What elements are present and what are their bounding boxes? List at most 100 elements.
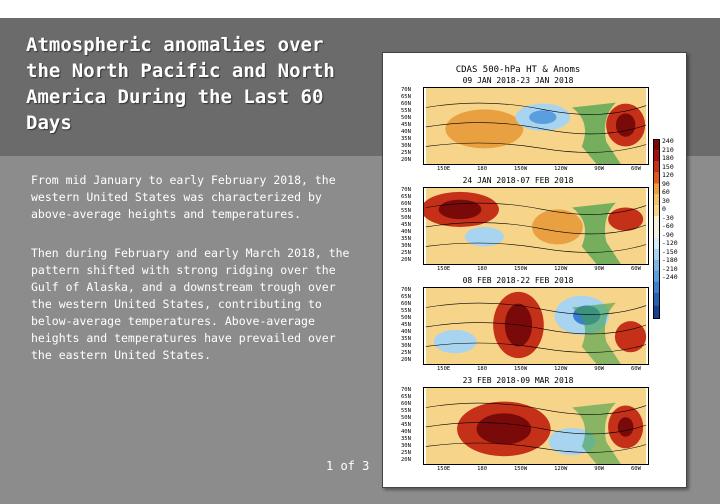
lat-label: 50N <box>401 315 411 321</box>
figure-title: CDAS 500-hPa HT & Anoms <box>455 65 581 75</box>
lon-label: 60W <box>631 266 641 272</box>
lon-label: 90W <box>594 366 605 372</box>
colorbar-tick-label: -60 <box>662 222 674 230</box>
lon-label: 90W <box>594 166 605 172</box>
lat-labels-2: 70N 65N 60N 55N 50N 45N 40N 35N 30N 25N 20N <box>401 187 411 264</box>
lat-labels-3: 70N 65N 60N 55N 50N 45N 40N 35N 30N 25N 20N <box>401 287 411 364</box>
lon-label: 90W <box>594 466 605 472</box>
colorbar-tick-label: 30 <box>662 196 670 205</box>
lon-label: 150E <box>437 466 451 472</box>
colorbar-tick-label: -150 <box>662 247 678 256</box>
lat-label: 45N <box>401 422 411 428</box>
lat-label: 30N <box>401 243 411 249</box>
lon-label: 180 <box>477 166 488 172</box>
lat-label: 30N <box>401 443 411 449</box>
lon-label: 150W <box>513 466 528 472</box>
lat-label: 50N <box>401 415 411 421</box>
lat-label: 65N <box>401 294 411 300</box>
paragraph-2: Then during February and early March 201… <box>31 246 350 362</box>
lat-label: 35N <box>401 436 411 442</box>
lon-label: 60W <box>631 466 641 472</box>
lat-label: 70N <box>401 387 411 393</box>
paragraph-1: From mid January to early February 2018,… <box>31 173 336 221</box>
lat-label: 30N <box>401 143 411 149</box>
lon-label: 150W <box>513 366 528 372</box>
top-strip <box>0 0 720 18</box>
lat-label: 25N <box>401 350 411 356</box>
lat-label: 60N <box>401 301 411 307</box>
lon-label: 180 <box>477 366 488 372</box>
lat-label: 25N <box>401 150 411 156</box>
lat-label: 60N <box>401 401 411 407</box>
lat-label: 60N <box>401 101 411 107</box>
lon-labels-1: 150E 180 150W 120W 90W 60W <box>423 166 649 172</box>
lat-label: 65N <box>401 394 411 400</box>
lat-label: 50N <box>401 115 411 121</box>
map-panel-2 <box>423 187 649 265</box>
lat-label: 55N <box>401 408 411 414</box>
colorbar-tick-label: 60 <box>662 188 670 196</box>
page-number: 1 of 3 <box>326 459 370 473</box>
colorbar-tick-label: -120 <box>662 239 678 247</box>
lat-label: 40N <box>401 129 411 135</box>
lat-label: 60N <box>401 201 411 207</box>
colorbar-labels: 240 210 180 150 120 90 60 30 0 -30 -60 -90 -120 -150-… <box>662 137 678 282</box>
lat-label: 20N <box>401 357 411 363</box>
lat-label: 45N <box>401 122 411 128</box>
colorbar-tick-label: 240 <box>662 137 674 145</box>
lon-label: 180 <box>477 266 488 272</box>
lat-label: 40N <box>401 329 411 335</box>
lat-label: 35N <box>401 136 411 142</box>
colorbar-tick-label: 210 <box>662 145 674 154</box>
slide-title: Atmospheric anomalies over the North Pac… <box>26 34 335 134</box>
lat-label: 20N <box>401 457 411 463</box>
lon-label: 90W <box>594 266 605 272</box>
lat-label: 55N <box>401 208 411 214</box>
colorbar-tick-label: 90 <box>662 179 670 188</box>
lat-labels-4: 70N 65N 60N 55N 50N 45N 40N 35N 30N 25N 20N <box>401 387 411 464</box>
map-panel-1 <box>423 87 649 165</box>
lon-label: 150W <box>513 266 528 272</box>
lat-label: 20N <box>401 157 411 163</box>
lon-label: 150E <box>437 266 451 272</box>
colorbar-tick-label: 180 <box>662 154 674 162</box>
lon-label: 150E <box>437 166 451 172</box>
lat-label: 55N <box>401 308 411 314</box>
lat-label: 25N <box>401 450 411 456</box>
panel-label-2: 24 JAN 2018-07 FEB 2018 <box>462 176 574 185</box>
lat-label: 20N <box>401 257 411 263</box>
panel-label-3: 08 FEB 2018-22 FEB 2018 <box>462 276 574 285</box>
panel-label-1: 09 JAN 2018-23 JAN 2018 <box>462 76 574 85</box>
lat-labels-1: 70N 65N 60N 55N 50N 45N 40N 35N 30N 25N 20N <box>401 87 411 164</box>
lon-labels-4: 150E 180 150W 120W 90W 60W <box>423 466 649 472</box>
lat-label: 35N <box>401 236 411 242</box>
colorbar-tick-label: 0 <box>662 205 666 213</box>
map-panel-4 <box>423 387 649 465</box>
lon-label: 60W <box>631 366 641 372</box>
lat-label: 40N <box>401 429 411 435</box>
colorbar-tick-label: -90 <box>662 230 674 239</box>
lat-label: 55N <box>401 108 411 114</box>
lon-label: 120W <box>554 466 568 472</box>
map-panel-3 <box>423 287 649 365</box>
lon-label: 120W <box>554 166 568 172</box>
lon-labels-3: 150E 180 150W 120W 90W 60W <box>423 366 649 372</box>
lat-label: 70N <box>401 187 411 193</box>
colorbar-tick-label: -240 <box>662 273 678 281</box>
lat-label: 50N <box>401 215 411 221</box>
panel-label-4: 23 FEB 2018-09 MAR 2018 <box>462 376 574 385</box>
lon-label: 60W <box>631 166 641 172</box>
lat-label: 45N <box>401 322 411 328</box>
lon-label: 150E <box>437 366 451 372</box>
colorbar-tick-label: -30 <box>662 213 674 222</box>
lat-label: 35N <box>401 336 411 342</box>
lat-label: 70N <box>401 287 411 293</box>
lat-label: 40N <box>401 229 411 235</box>
lon-label: 180 <box>477 466 488 472</box>
lat-label: 70N <box>401 87 411 93</box>
lat-label: 30N <box>401 343 411 349</box>
colorbar-tick-label: 120 <box>662 171 674 179</box>
lon-label: 120W <box>554 366 568 372</box>
lat-label: 65N <box>401 194 411 200</box>
colorbar-tick-label: -180 <box>662 256 678 264</box>
